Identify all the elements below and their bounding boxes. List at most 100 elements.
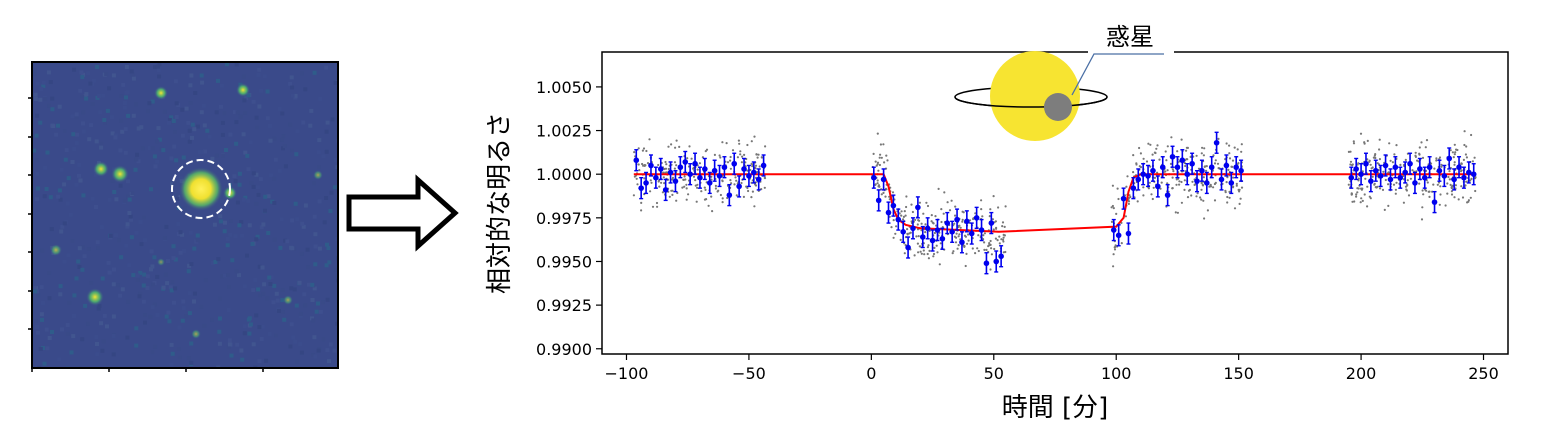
faint-star xyxy=(157,258,165,266)
raw-point xyxy=(1228,152,1231,155)
noise-pixel xyxy=(308,123,313,128)
raw-point xyxy=(638,169,641,172)
raw-point xyxy=(1469,196,1472,199)
raw-point xyxy=(675,164,678,167)
raw-point xyxy=(696,186,699,189)
noise-pixel xyxy=(214,110,219,115)
noise-pixel xyxy=(72,314,76,318)
binned-marker xyxy=(643,180,649,186)
noise-pixel xyxy=(189,360,194,365)
noise-pixel xyxy=(134,102,138,107)
raw-point xyxy=(900,214,903,217)
binned-point xyxy=(1184,163,1191,186)
raw-point xyxy=(1149,143,1152,146)
noise-pixel xyxy=(271,300,276,305)
noise-pixel xyxy=(307,282,311,287)
y-axis-label: 相対的な明るさ xyxy=(485,112,515,294)
raw-point xyxy=(980,199,983,202)
raw-point xyxy=(729,167,733,170)
raw-point xyxy=(982,238,985,241)
noise-pixel xyxy=(210,317,215,322)
noise-pixel xyxy=(81,110,86,115)
binned-point xyxy=(1194,170,1200,193)
binned-point xyxy=(1135,168,1142,191)
raw-point xyxy=(729,179,732,182)
raw-point xyxy=(719,193,723,197)
noise-pixel xyxy=(142,272,147,277)
noise-pixel xyxy=(186,120,191,125)
noise-pixel xyxy=(190,135,194,140)
noise-pixel xyxy=(187,139,192,144)
noise-pixel xyxy=(67,300,72,305)
noise-pixel xyxy=(229,218,234,223)
raw-point xyxy=(1226,201,1229,204)
raw-point xyxy=(1139,152,1142,155)
y-tick-label: 0.9900 xyxy=(536,340,592,359)
raw-point xyxy=(1405,189,1408,192)
noise-pixel xyxy=(167,118,172,123)
noise-pixel xyxy=(263,208,267,213)
noise-pixel xyxy=(32,286,37,291)
noise-pixel xyxy=(181,155,186,160)
noise-pixel xyxy=(97,94,102,98)
raw-point xyxy=(734,176,737,179)
raw-point xyxy=(703,186,706,189)
noise-pixel xyxy=(324,149,329,154)
noise-pixel xyxy=(237,171,242,176)
binned-point xyxy=(1436,159,1443,182)
raw-point xyxy=(1148,181,1151,184)
raw-point xyxy=(725,142,728,145)
noise-pixel xyxy=(74,276,79,281)
raw-point xyxy=(655,201,659,205)
noise-pixel xyxy=(300,221,305,226)
noise-pixel xyxy=(239,220,244,225)
noise-pixel xyxy=(180,232,185,237)
noise-pixel xyxy=(184,314,189,319)
noise-pixel xyxy=(226,273,231,277)
raw-point xyxy=(879,143,883,146)
noise-pixel xyxy=(169,342,174,347)
noise-pixel xyxy=(192,246,197,251)
raw-point xyxy=(1392,183,1396,186)
binned-point xyxy=(706,171,713,195)
raw-point xyxy=(646,162,650,165)
noise-pixel xyxy=(275,298,280,303)
raw-point xyxy=(1360,197,1363,200)
noise-pixel xyxy=(260,265,265,270)
binned-marker xyxy=(1358,171,1364,177)
raw-point xyxy=(726,161,730,164)
noise-pixel xyxy=(272,201,277,205)
noise-pixel xyxy=(150,146,155,151)
raw-point xyxy=(1164,170,1167,173)
raw-point xyxy=(735,194,738,197)
noise-pixel xyxy=(68,212,73,217)
noise-pixel xyxy=(155,64,160,69)
binned-point xyxy=(1451,168,1457,191)
noise-pixel xyxy=(71,132,76,137)
noise-pixel xyxy=(213,260,218,264)
noise-pixel xyxy=(125,222,130,227)
noise-pixel xyxy=(289,286,294,291)
raw-point xyxy=(997,206,1000,209)
noise-pixel xyxy=(57,357,62,362)
raw-point xyxy=(1213,182,1216,186)
noise-pixel xyxy=(162,236,167,240)
noise-pixel xyxy=(33,319,38,323)
raw-point xyxy=(684,178,687,181)
noise-pixel xyxy=(229,353,234,358)
noise-pixel xyxy=(242,98,247,103)
raw-point xyxy=(961,220,964,223)
raw-point xyxy=(1409,177,1412,180)
raw-point xyxy=(704,188,707,191)
binned-marker xyxy=(905,244,911,251)
binned-point xyxy=(880,168,887,191)
raw-point xyxy=(685,183,688,186)
noise-pixel xyxy=(241,74,246,79)
raw-point xyxy=(1454,187,1457,190)
raw-point xyxy=(1406,184,1409,187)
binned-point xyxy=(1348,166,1355,189)
raw-point xyxy=(1135,163,1138,166)
noise-pixel xyxy=(84,92,89,97)
noise-pixel xyxy=(226,308,231,312)
noise-pixel xyxy=(294,152,299,157)
